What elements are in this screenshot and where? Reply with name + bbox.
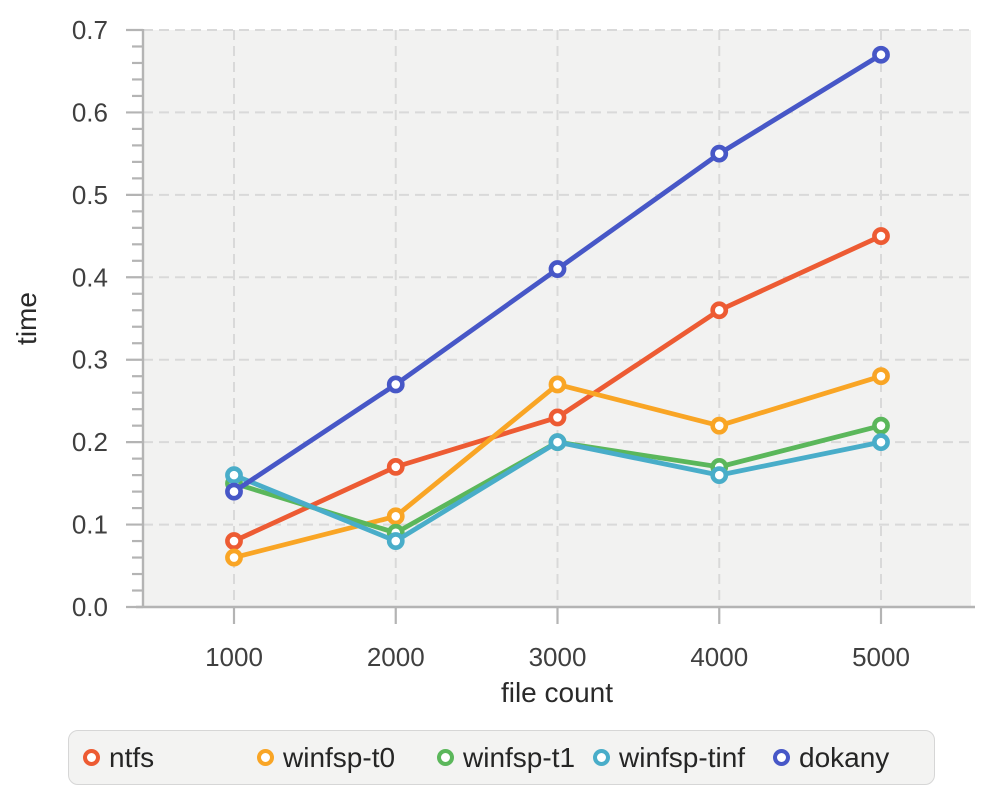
y-tick-label: 0.0 — [72, 592, 108, 622]
y-tick-label: 0.3 — [72, 345, 108, 375]
series-winfsp-t0 — [225, 367, 890, 567]
y-tick-label: 0.6 — [72, 97, 108, 127]
legend: ntfs winfsp-t0 winfsp-t1 winfsp-tinf dok… — [68, 730, 935, 785]
legend-marker-ntfs-icon — [83, 749, 100, 766]
data-point-marker — [225, 482, 243, 501]
data-point-marker — [872, 45, 890, 64]
legend-label-winfsp-t1: winfsp-t1 — [463, 741, 576, 773]
y-tick-label: 0.7 — [72, 15, 108, 45]
data-point-marker — [548, 433, 567, 452]
series-ntfs — [225, 227, 890, 550]
legend-label-dokany: dokany — [799, 741, 890, 773]
legend-item-dokany: dokany — [773, 731, 889, 784]
data-point-marker — [710, 144, 729, 163]
legend-item-ntfs: ntfs — [83, 731, 154, 784]
legend-label-ntfs: ntfs — [109, 741, 155, 773]
data-point-marker — [548, 408, 567, 427]
x-tick-label: 4000 — [690, 642, 748, 672]
data-point-marker — [225, 548, 243, 567]
data-point-marker — [710, 466, 729, 485]
legend-label-winfsp-tinf: winfsp-tinf — [619, 741, 746, 773]
data-point-marker — [548, 260, 567, 278]
legend-marker-winfsp-tinf-icon — [593, 749, 610, 766]
data-point-marker — [386, 375, 405, 394]
data-point-marker — [872, 416, 890, 435]
legend-marker-winfsp-t1-icon — [437, 749, 454, 766]
line-chart: 0.0 0.1 0.2 0.3 0.4 0.5 0.6 0.7 1000 2000 3000 4000… — [11, 15, 975, 708]
data-point-marker — [386, 507, 405, 526]
x-tick-label: 3000 — [529, 642, 587, 672]
y-tick-label: 0.4 — [72, 262, 108, 292]
data-point-marker — [872, 433, 890, 452]
data-point-marker — [386, 457, 405, 476]
data-point-marker — [872, 367, 890, 386]
data-point-marker — [710, 416, 729, 435]
data-point-marker — [548, 375, 567, 394]
data-point-marker — [872, 227, 890, 245]
x-tick-label: 1000 — [205, 642, 263, 672]
legend-label-winfsp-t0: winfsp-t0 — [283, 741, 396, 773]
tick-labels: 0.0 0.1 0.2 0.3 0.4 0.5 0.6 0.7 1000 2000 3000 4000… — [72, 15, 910, 672]
legend-item-winfsp-t1: winfsp-t1 — [437, 731, 575, 784]
axes — [136, 29, 975, 609]
series-dokany — [225, 45, 890, 501]
y-tick-label: 0.1 — [72, 510, 108, 540]
data-point-marker — [710, 301, 729, 320]
legend-item-winfsp-t0: winfsp-t0 — [257, 731, 395, 784]
data-point-marker — [225, 466, 243, 485]
y-axis-title: time — [11, 292, 42, 345]
x-axis-title: file count — [501, 677, 613, 708]
ticks — [126, 28, 883, 624]
series-winfsp-tinf — [225, 433, 890, 550]
x-tick-label: 5000 — [852, 642, 910, 672]
legend-item-winfsp-tinf: winfsp-tinf — [593, 731, 745, 784]
legend-marker-winfsp-t0-icon — [257, 749, 274, 766]
y-tick-label: 0.2 — [72, 427, 108, 457]
x-tick-label: 2000 — [367, 642, 425, 672]
y-tick-label: 0.5 — [72, 180, 108, 210]
legend-marker-dokany-icon — [773, 749, 790, 766]
data-point-marker — [386, 532, 405, 550]
data-point-marker — [225, 532, 243, 550]
